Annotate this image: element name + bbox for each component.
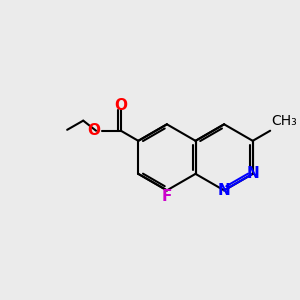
Text: CH₃: CH₃ [271,114,297,128]
Text: F: F [162,189,172,204]
Text: O: O [87,123,100,138]
Text: O: O [114,98,127,113]
Text: N: N [218,183,230,198]
Text: N: N [246,167,259,182]
